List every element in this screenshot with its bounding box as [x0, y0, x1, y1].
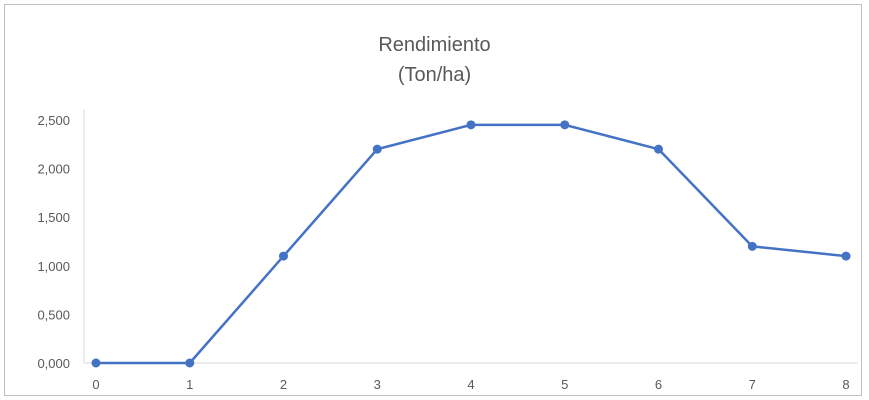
- x-tick-label: 4: [467, 377, 474, 392]
- data-point: [91, 358, 101, 368]
- x-tick-label: 1: [186, 377, 193, 392]
- y-tick-label: 1,000: [37, 259, 70, 274]
- data-point: [654, 144, 663, 154]
- x-tick-label: 7: [749, 377, 756, 392]
- x-tick-label: 8: [842, 377, 849, 392]
- chart-frame: [4, 4, 862, 396]
- y-tick-label: 1,500: [37, 210, 70, 225]
- y-tick-label: 0,500: [37, 307, 70, 322]
- data-point: [372, 144, 382, 154]
- x-tick-label: 5: [561, 377, 568, 392]
- chart-title: Rendimiento: [378, 34, 491, 56]
- chart-subtitle: (Ton/ha): [397, 64, 472, 86]
- y-tick-label: 2,000: [37, 162, 70, 177]
- data-point: [841, 251, 851, 261]
- x-tick-label: 6: [655, 377, 662, 392]
- series-line: [96, 123, 847, 365]
- y-tick-label: 2,500: [37, 113, 70, 128]
- data-point: [747, 241, 757, 251]
- data-point: [185, 358, 195, 368]
- data-point: [560, 120, 570, 130]
- y-tick-label: 0,000: [37, 356, 70, 371]
- x-tick-label: 3: [374, 377, 381, 392]
- data-point: [466, 120, 476, 130]
- x-tick-label: 0: [92, 377, 99, 392]
- data-point: [279, 251, 288, 261]
- x-tick-label: 2: [280, 377, 287, 392]
